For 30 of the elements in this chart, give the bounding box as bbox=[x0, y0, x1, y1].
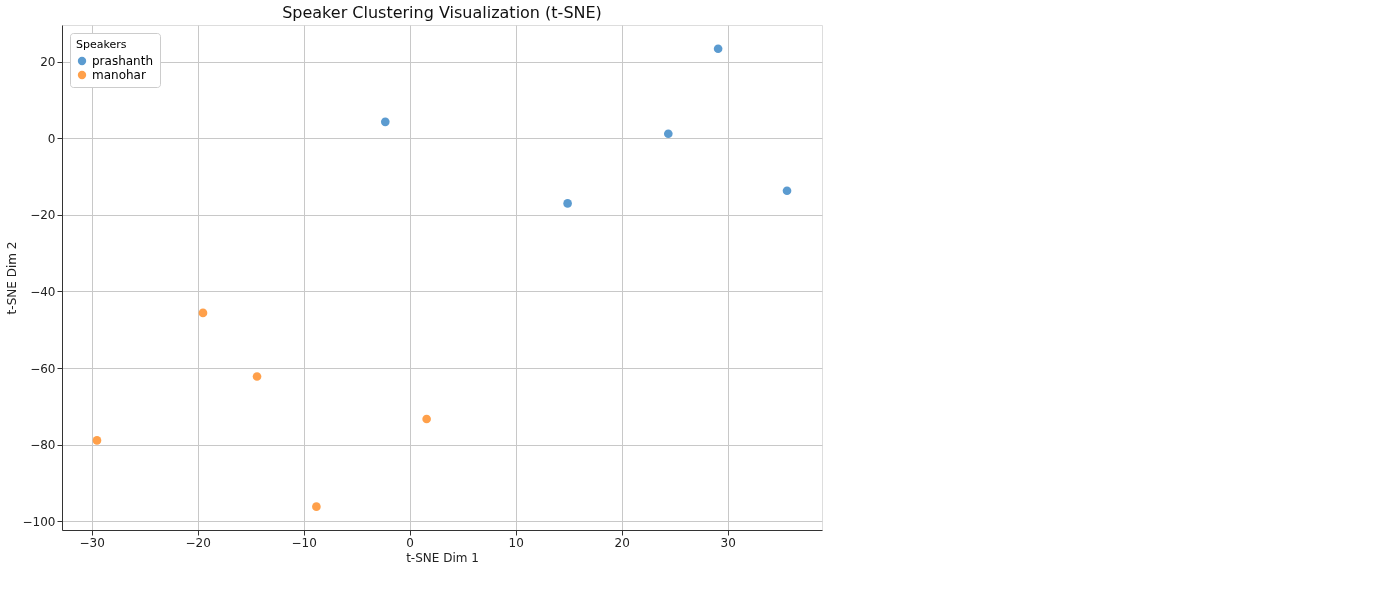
y-tick-label: −40 bbox=[30, 284, 56, 299]
x-tick-label: 30 bbox=[720, 535, 736, 550]
legend-label: prashanth bbox=[92, 54, 154, 68]
y-tick-label: 20 bbox=[40, 55, 56, 70]
y-axis-title: t-SNE Dim 2 bbox=[4, 241, 19, 315]
point bbox=[252, 372, 262, 381]
point bbox=[713, 44, 723, 54]
y-tick-label: 0 bbox=[47, 131, 56, 146]
x-tick-label: 0 bbox=[406, 535, 414, 550]
x-axis-title: t-SNE Dim 1 bbox=[406, 550, 479, 565]
point bbox=[422, 414, 431, 424]
y-tick-label: −60 bbox=[30, 361, 56, 376]
point bbox=[563, 199, 572, 208]
point bbox=[92, 436, 102, 445]
y-tick-label: −20 bbox=[30, 208, 56, 223]
x-tick-label: −20 bbox=[185, 535, 211, 550]
x-tick-label: −30 bbox=[79, 535, 105, 550]
point bbox=[380, 117, 390, 127]
x-tick-label: 10 bbox=[508, 535, 524, 550]
legend-label: manohar bbox=[92, 68, 146, 82]
point bbox=[663, 129, 673, 139]
x-tick-label: −10 bbox=[291, 535, 317, 550]
point bbox=[198, 308, 208, 318]
chart-title: Speaker Clustering Visualization (t-SNE) bbox=[282, 3, 602, 22]
y-tick-label: −80 bbox=[30, 438, 56, 453]
y-tick-label: −100 bbox=[22, 514, 56, 529]
point bbox=[782, 186, 792, 196]
legend-title: Speakers bbox=[76, 38, 127, 51]
x-tick-label: 20 bbox=[614, 535, 630, 550]
point bbox=[312, 502, 321, 511]
